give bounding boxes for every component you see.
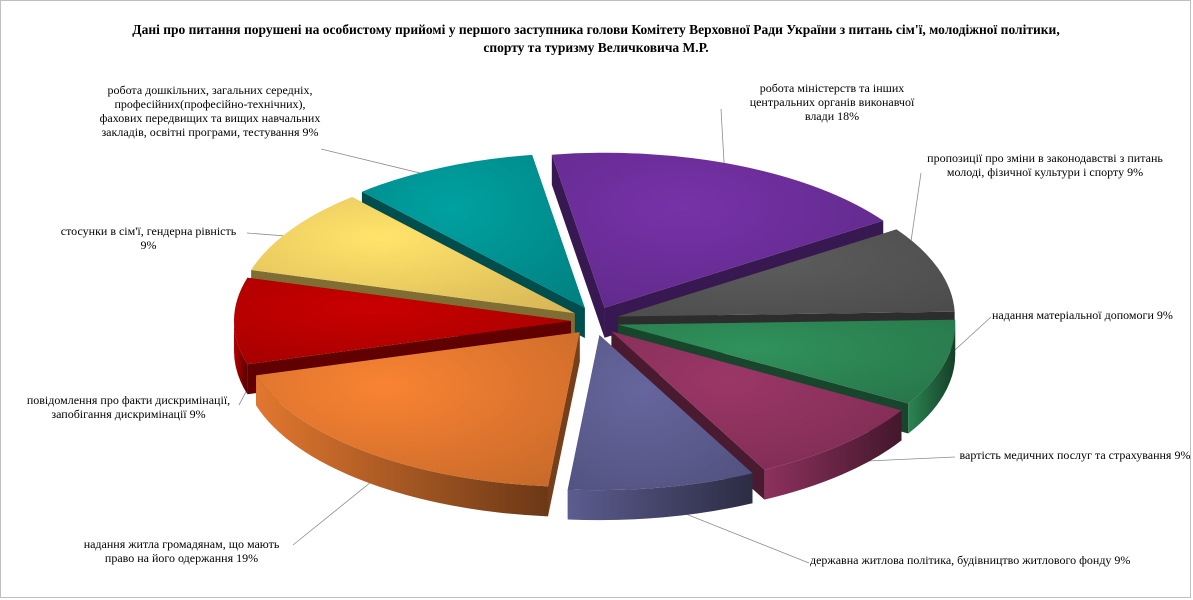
data-label-legislation-proposals: пропозиції про зміни в законодавстві з п… [927,151,1163,179]
data-label-material-aid: надання матеріальної допомоги 9% [992,308,1173,322]
slice-material-aid [618,319,956,404]
slice-medical-services [611,331,902,470]
slice-side-material-aid [908,324,956,434]
slice-tops [233,152,956,491]
slice-ministries [551,152,884,308]
data-label-housing-provision: надання житла громадянам, що мають право… [83,537,280,565]
slice-education [361,154,585,308]
slice-legislation-proposals [617,229,955,317]
slice-side-housing-policy [567,473,753,521]
slice-side-medical-services [764,410,902,500]
slice-side-housing-provision [256,375,548,517]
slice-housing-provision [256,332,580,487]
data-label-family-relations: стосунки в сім'ї, гендерна рівність 9% [60,224,237,252]
chart-title: Дані про питання порушені на особистому … [132,22,1060,55]
slice-discrimination [233,277,571,365]
slice-housing-policy [567,335,753,491]
slice-side-discrimination [234,321,248,395]
slice-family-relations [251,197,575,314]
data-label-discrimination: повідомлення про факти дискримінації, за… [26,393,231,421]
data-label-housing-policy: державна житлова політика, будівництво ж… [810,553,1131,567]
data-label-education: робота дошкільних, загальних середніх, п… [99,83,321,139]
slice-wall-ministries-0 [551,154,605,338]
data-label-medical-services: вартість медичних послуг та страхування … [959,448,1191,462]
slice-wall-housing-provision-0 [547,332,580,517]
data-label-ministries: робота міністерств та інших центральних … [749,81,915,123]
